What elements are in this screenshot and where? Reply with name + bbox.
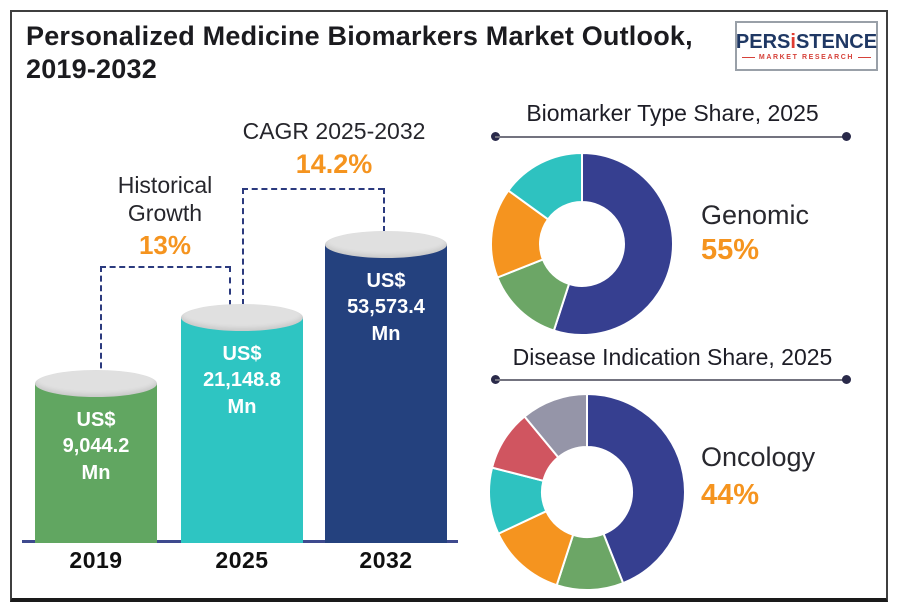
x-axis-label-2019: 2019 [69,547,123,573]
cagr-annotation: CAGR 2025-2032 14.2% [238,118,430,180]
disease-indication-donut-chart [488,393,686,591]
page-title-line1: Personalized Medicine Biomarkers Market … [26,21,693,51]
cagr-bracket-right [383,188,385,232]
historical-growth-annotation: Historical Growth 13% [92,172,238,261]
donut-segment [507,152,583,221]
donut-segment-oncology [586,393,686,585]
oncology-label: Oncology [701,442,816,472]
disease-indication-share-title: Disease Indication Share, 2025 [512,344,833,370]
divider-line [495,136,847,138]
divider-end-dot [842,132,851,141]
bar-2032-top-ellipse [325,231,447,258]
bar-2032: US$ 53,573.4 Mn [325,231,447,543]
logo-brand-pre: PERS [735,30,791,53]
bar-2025-value-line2: 21,148.8 [203,369,281,392]
logo-rule-left [741,56,755,58]
bar-2032-value-line2: 53,573.4 [347,296,425,319]
cagr-value: 14.2% [295,148,373,179]
disease-indication-divider [491,375,851,385]
page-title: Personalized Medicine Biomarkers Market … [26,20,726,86]
biomarker-share-divider [491,132,851,142]
bar-2019: US$ 9,044.2 Mn [35,370,157,543]
bar-2019-value-line2: 9,044.2 [62,435,130,458]
page-title-line2: 2019-2032 [26,53,157,84]
donut-segment-genomic [552,152,674,336]
cagr-bracket-left [242,188,244,305]
logo-rule-right [858,56,872,58]
logo-subtitle-row: MARKET RESEARCH [741,53,872,61]
cagr-label: CAGR 2025-2032 [242,118,426,144]
historical-bracket-right [229,266,231,306]
logo-subtitle: MARKET RESEARCH [758,53,855,61]
historical-bracket-left [100,266,102,378]
logo-brand-text: PERSiSTENCE [736,32,877,52]
persistence-logo: PERSiSTENCE MARKET RESEARCH [735,21,878,71]
bar-2032-value-label: US$ 53,573.4 Mn [325,244,447,347]
bar-2019-top-ellipse [35,370,157,397]
bar-2025-value-line3: Mn [227,395,257,418]
historical-growth-value: 13% [138,230,192,261]
bar-2019-value-line1: US$ [76,409,116,431]
bar-2019-value-line3: Mn [81,461,111,484]
biomarker-type-donut-chart [490,152,674,336]
bar-2032-value-line3: Mn [371,322,401,345]
x-axis-label-2025: 2025 [215,547,269,573]
x-axis-label-2032: 2032 [359,547,413,573]
bar-2025-top-ellipse [181,304,303,331]
bar-2025: US$ 21,148.8 Mn [181,304,303,543]
divider-end-dot [842,375,851,384]
bar-2019-value-label: US$ 9,044.2 Mn [35,383,157,486]
divider-line [495,379,847,381]
historical-growth-label: Historical Growth [92,172,238,227]
cagr-bracket-horizontal [242,188,384,190]
logo-brand-post: STENCE [795,30,878,53]
bar-2032-body: US$ 53,573.4 Mn [325,244,447,543]
donut-segment [523,393,588,459]
oncology-share-value: 44% [701,479,760,511]
logo-brand-i: i [790,30,796,53]
bar-2032-value-line1: US$ [366,270,406,292]
biomarker-share-title: Biomarker Type Share, 2025 [526,100,819,126]
bar-2025-value-line1: US$ [222,343,262,365]
historical-label-line1: Historical [117,172,213,198]
genomic-label: Genomic [701,200,810,230]
bar-2025-value-label: US$ 21,148.8 Mn [181,317,303,420]
bar-2019-body: US$ 9,044.2 Mn [35,383,157,543]
genomic-share-value: 55% [701,234,760,266]
bar-2025-body: US$ 21,148.8 Mn [181,317,303,543]
historical-label-line2: Growth [127,199,203,226]
historical-bracket-horizontal [100,266,231,268]
